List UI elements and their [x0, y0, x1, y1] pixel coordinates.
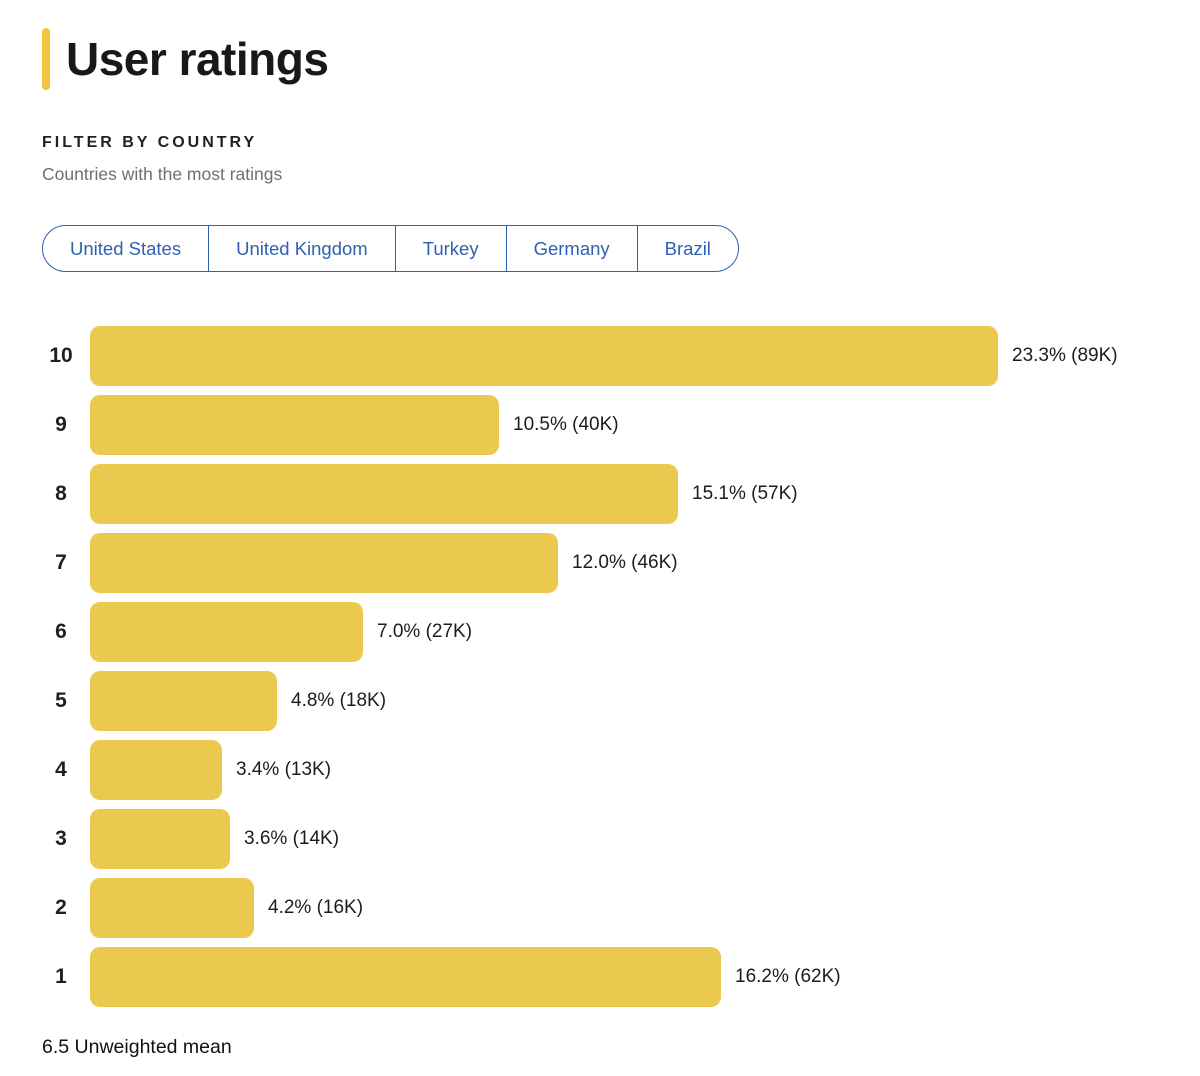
bar-track: 4.8% (18K) — [90, 671, 1158, 732]
rating-category-label: 10 — [49, 344, 73, 368]
bar-track: 3.4% (13K) — [90, 740, 1158, 801]
rating-bar-6[interactable] — [90, 602, 363, 663]
rating-category-label: 4 — [55, 758, 67, 782]
bar-value-label: 7.0% (27K) — [377, 621, 473, 643]
rating-row-8: 8 15.1% (57K) — [42, 464, 1158, 525]
rating-category-label: 7 — [55, 551, 67, 575]
rating-bar-5[interactable] — [90, 671, 277, 732]
rating-category-label: 5 — [55, 689, 67, 713]
title-accent-bar — [42, 28, 50, 91]
rating-row-4: 4 3.4% (13K) — [42, 740, 1158, 801]
bar-track: 10.5% (40K) — [90, 395, 1158, 456]
rating-category-label: 9 — [55, 413, 67, 437]
rating-row-7: 7 12.0% (46K) — [42, 533, 1158, 594]
bar-track: 3.6% (14K) — [90, 809, 1158, 870]
bar-track: 23.3% (89K) — [90, 326, 1158, 387]
bar-value-label: 3.4% (13K) — [236, 759, 332, 781]
rating-row-2: 2 4.2% (16K) — [42, 878, 1158, 939]
filter-sublabel: Countries with the most ratings — [42, 164, 283, 185]
ratings-bar-chart: 10 23.3% (89K) 9 10.5% (40K) 8 15.1% (57K) 7 12… — [42, 326, 1158, 1008]
country-button-brazil[interactable]: Brazil — [636, 226, 738, 272]
page-title: User ratings — [66, 33, 329, 85]
rating-category-label: 1 — [55, 965, 67, 989]
rating-bar-3[interactable] — [90, 809, 230, 870]
rating-bar-7[interactable] — [90, 533, 558, 594]
bar-track: 12.0% (46K) — [90, 533, 1158, 594]
rating-bar-8[interactable] — [90, 464, 678, 525]
country-filter-group: United States United Kingdom Turkey Germany… — [42, 225, 739, 273]
rating-row-5: 5 4.8% (18K) — [42, 671, 1158, 732]
rating-row-3: 3 3.6% (14K) — [42, 809, 1158, 870]
rating-bar-4[interactable] — [90, 740, 222, 801]
bar-value-label: 16.2% (62K) — [735, 966, 841, 988]
bar-value-label: 23.3% (89K) — [1012, 345, 1118, 367]
rating-category-label: 3 — [55, 827, 67, 851]
bar-value-label: 4.8% (18K) — [291, 690, 387, 712]
rating-row-10: 10 23.3% (89K) — [42, 326, 1158, 387]
bar-track: 16.2% (62K) — [90, 947, 1158, 1008]
bar-track: 15.1% (57K) — [90, 464, 1158, 525]
bar-value-label: 12.0% (46K) — [572, 552, 678, 574]
unweighted-mean-value: 6.5 — [42, 1036, 70, 1059]
rating-bar-9[interactable] — [90, 395, 499, 456]
bar-value-label: 3.6% (14K) — [244, 828, 340, 850]
rating-row-6: 6 7.0% (27K) — [42, 602, 1158, 663]
country-button-united-states[interactable]: United States — [43, 226, 208, 271]
rating-category-label: 6 — [55, 620, 67, 644]
rating-category-label: 2 — [55, 896, 67, 920]
rating-bar-1[interactable] — [90, 947, 721, 1008]
rating-bar-10[interactable] — [90, 326, 998, 387]
rating-row-9: 9 10.5% (40K) — [42, 395, 1158, 456]
country-button-united-kingdom[interactable]: United Kingdom — [208, 226, 395, 272]
bar-value-label: 4.2% (16K) — [268, 897, 364, 919]
page-header: User ratings — [42, 28, 1158, 91]
bar-track: 4.2% (16K) — [90, 878, 1158, 939]
bar-value-label: 10.5% (40K) — [513, 414, 619, 436]
country-button-germany[interactable]: Germany — [505, 226, 637, 272]
country-button-turkey[interactable]: Turkey — [394, 226, 506, 272]
filter-by-country-label: FILTER BY COUNTRY — [42, 134, 258, 152]
bar-value-label: 15.1% (57K) — [692, 483, 798, 505]
rating-row-1: 1 16.2% (62K) — [42, 947, 1158, 1008]
unweighted-mean: 6.5 Unweighted mean — [42, 1036, 1158, 1059]
unweighted-mean-label: Unweighted mean — [74, 1036, 232, 1059]
bar-track: 7.0% (27K) — [90, 602, 1158, 663]
rating-category-label: 8 — [55, 482, 67, 506]
rating-bar-2[interactable] — [90, 878, 254, 939]
